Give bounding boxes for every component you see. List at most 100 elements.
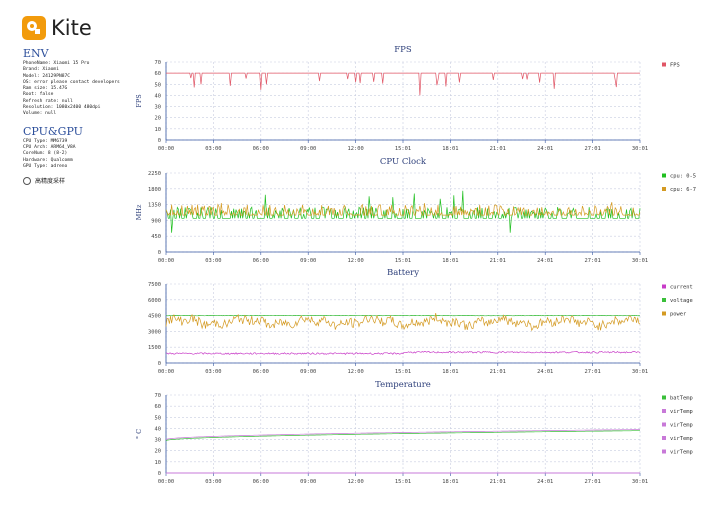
legend-label: virTemp <box>670 436 693 442</box>
device-info-panel: ENV PhoneName: Xiaomi 15 Pro Brand: Xiao… <box>23 48 147 185</box>
env-line: PhoneName: Xiaomi 15 Pro <box>23 61 90 66</box>
high-precision-label: 高精度采样 <box>35 178 66 186</box>
cpu-line: Hardware: Qualcomm <box>23 157 73 163</box>
y-tick-label: 6000 <box>148 298 161 304</box>
y-tick-label: 4500 <box>148 314 161 320</box>
series-line <box>165 312 641 332</box>
env-lines: PhoneName: Xiaomi 15 Pro Brand: Xiaomi M… <box>23 61 147 118</box>
env-line: Refresh rate: null <box>23 98 73 104</box>
series-line <box>165 350 641 355</box>
y-tick-label: 900 <box>151 218 161 224</box>
series-line <box>166 72 640 96</box>
y-tick-label: 0 <box>158 471 161 477</box>
high-precision-option[interactable]: 高精度采样 <box>23 176 147 185</box>
x-tick-label: 24:01 <box>537 369 553 375</box>
x-tick-label: 00:00 <box>158 258 174 264</box>
chart-title: Temperature <box>375 380 431 390</box>
chart-title: FPS <box>394 45 412 55</box>
y-tick-label: 2250 <box>148 171 161 177</box>
series-line <box>165 430 640 442</box>
env-line: Ram size: 15.47G <box>23 86 68 92</box>
high-precision-radio[interactable] <box>23 176 31 185</box>
legend-label: power <box>670 312 687 318</box>
y-tick-label: 0 <box>158 138 161 144</box>
legend-swatch <box>662 187 666 191</box>
legend-label: virTemp <box>670 409 693 415</box>
x-tick-label: 09:00 <box>300 369 316 375</box>
legend-label: FPS <box>670 63 680 69</box>
y-tick-label: 1800 <box>148 187 161 193</box>
y-tick-label: 450 <box>151 234 161 240</box>
x-tick-label: 06:00 <box>253 369 269 375</box>
y-tick-label: 7500 <box>148 282 161 288</box>
x-tick-label: 18:01 <box>442 479 458 485</box>
legend-swatch <box>662 395 666 400</box>
x-tick-label: 24:01 <box>537 258 553 264</box>
legend-swatch <box>662 298 666 302</box>
x-tick-label: 24:01 <box>537 479 553 485</box>
x-tick-label: 00:00 <box>158 369 174 375</box>
chart-title: Battery <box>387 268 419 278</box>
x-tick-label: 03:00 <box>205 258 221 264</box>
y-tick-label: 20 <box>155 116 162 122</box>
cpu-gpu-title: CPU&GPU <box>23 124 83 138</box>
x-tick-label: 15:01 <box>395 258 411 264</box>
legend-swatch <box>662 284 666 289</box>
y-tick-label: 0 <box>158 361 161 367</box>
x-tick-label: 15:01 <box>395 146 411 152</box>
x-tick-label: 15:01 <box>395 369 411 375</box>
env-line: Resolution: 1080x2400 480dpi <box>23 105 101 111</box>
x-tick-label: 18:01 <box>442 369 458 375</box>
legend-swatch <box>662 173 666 178</box>
cpu-line: CPU Arch: ARM64_V8A <box>23 144 76 150</box>
chart-battery: Battery 0 1500 3000 4500 6000 7500 00:00 03:00 06… <box>148 268 693 375</box>
legend-swatch <box>662 409 666 413</box>
app-name: Kite <box>51 16 92 40</box>
kite-logo-icon <box>22 16 46 40</box>
legend-label: virTemp <box>670 423 693 429</box>
chart-title: CPU Clock <box>380 157 427 167</box>
legend-label: cpu: 0-5 <box>670 174 696 180</box>
series-line <box>165 202 641 217</box>
legend-label: virTemp <box>670 450 693 456</box>
x-tick-label: 06:00 <box>253 146 269 152</box>
x-tick-label: 30:01 <box>632 369 648 375</box>
legend-label: current <box>670 285 693 291</box>
x-tick-label: 27:01 <box>584 258 600 264</box>
x-tick-label: 03:00 <box>205 369 221 375</box>
x-tick-label: 15:01 <box>395 479 411 485</box>
x-tick-label: 21:01 <box>490 369 506 375</box>
x-tick-label: 06:00 <box>253 479 269 485</box>
x-tick-label: 09:00 <box>300 479 316 485</box>
x-tick-label: 03:00 <box>205 146 221 152</box>
x-tick-label: 09:00 <box>300 146 316 152</box>
x-tick-label: 18:01 <box>442 146 458 152</box>
env-title: ENV <box>23 47 49 60</box>
y-tick-label: 50 <box>155 415 162 421</box>
legend-swatch <box>662 449 666 454</box>
y-tick-label: 3000 <box>148 329 161 335</box>
x-tick-label: 03:00 <box>205 479 221 485</box>
y-tick-label: 1500 <box>148 345 161 351</box>
legend-swatch <box>662 422 666 427</box>
y-tick-label: 40 <box>155 93 162 99</box>
y-tick-label: 20 <box>155 449 162 455</box>
y-tick-label: 60 <box>155 71 162 77</box>
kite-logo: Kite <box>22 16 92 40</box>
x-tick-label: 12:00 <box>347 146 363 152</box>
legend-swatch <box>662 311 666 316</box>
x-tick-label: 09:00 <box>300 258 316 264</box>
x-tick-label: 12:00 <box>347 479 363 485</box>
x-tick-label: 00:00 <box>158 146 174 152</box>
x-tick-label: 12:00 <box>347 369 363 375</box>
x-tick-label: 30:01 <box>632 258 648 264</box>
y-tick-label: 30 <box>155 105 162 111</box>
y-tick-label: 30 <box>155 438 162 444</box>
series-line <box>165 429 641 440</box>
y-axis-label: MHz <box>135 204 143 220</box>
cpu-lines: CPU Type: MM6739 CPU Arch: ARM64_V8A Cor… <box>23 139 147 170</box>
y-axis-label: ° C <box>135 429 143 439</box>
x-tick-label: 27:01 <box>584 479 600 485</box>
y-tick-label: 40 <box>155 426 162 432</box>
